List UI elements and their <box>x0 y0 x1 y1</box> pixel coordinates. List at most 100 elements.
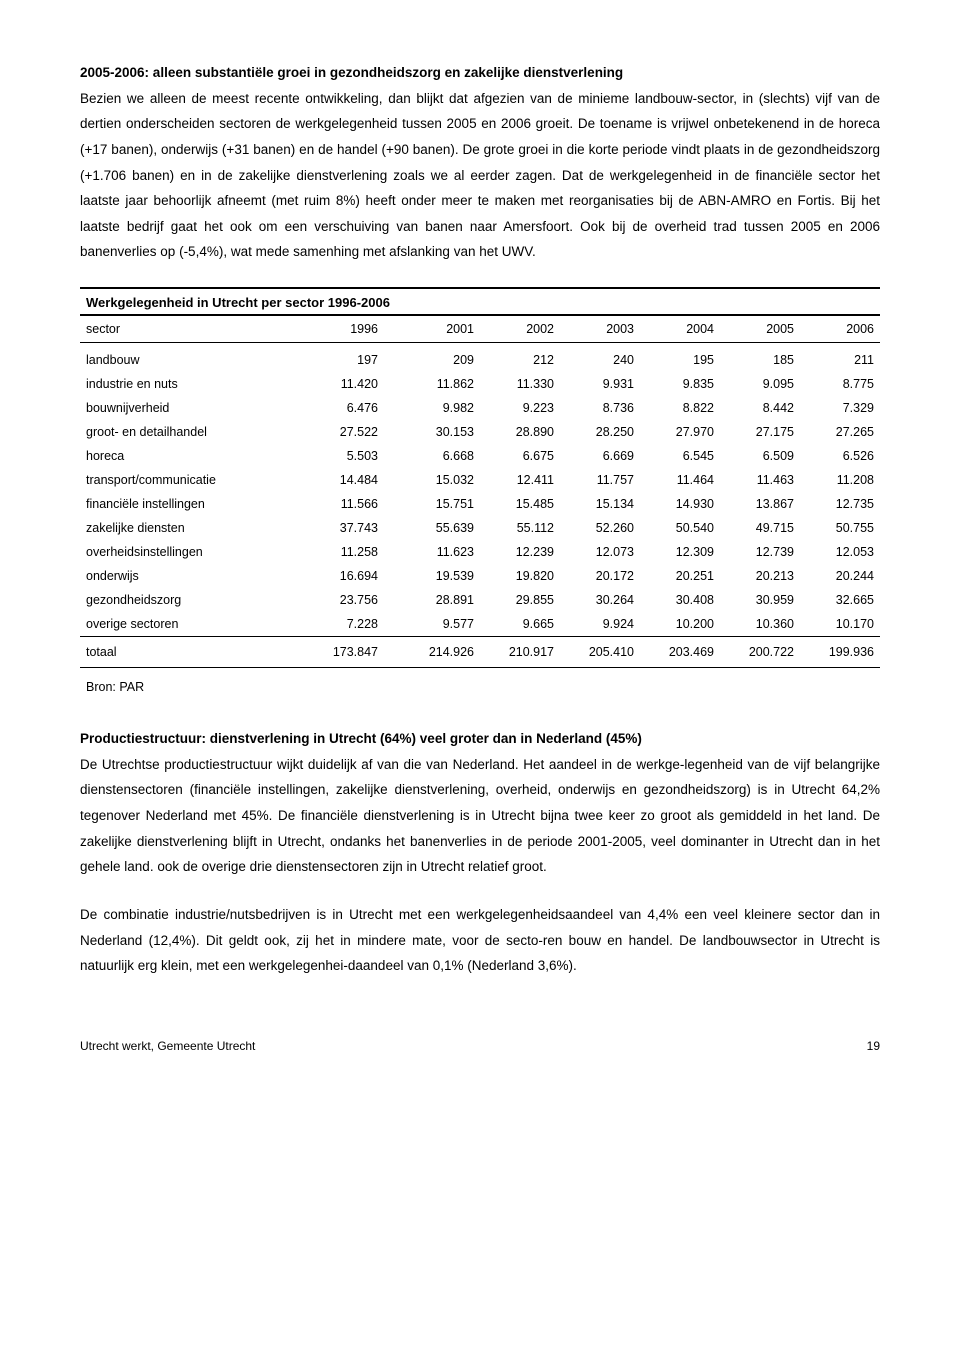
cell-value: 12.053 <box>800 540 880 564</box>
table-body: landbouw197209212240195185211industrie e… <box>80 343 880 668</box>
cell-value: 12.309 <box>640 540 720 564</box>
table-row: onderwijs16.69419.53919.82020.17220.2512… <box>80 564 880 588</box>
table-row: transport/communicatie14.48415.03212.411… <box>80 468 880 492</box>
cell-value: 212 <box>480 348 560 372</box>
table-row: bouwnijverheid6.4769.9829.2238.7368.8228… <box>80 396 880 420</box>
table-row: landbouw197209212240195185211 <box>80 348 880 372</box>
table-row: industrie en nuts11.42011.86211.3309.931… <box>80 372 880 396</box>
cell-value: 52.260 <box>560 516 640 540</box>
cell-value: 13.867 <box>720 492 800 516</box>
col-year: 2002 <box>480 315 560 343</box>
cell-sector: zakelijke diensten <box>80 516 288 540</box>
cell-sector: industrie en nuts <box>80 372 288 396</box>
cell-value: 9.665 <box>480 612 560 637</box>
table-head: sector1996200120022003200420052006 <box>80 315 880 343</box>
cell-value: 20.172 <box>560 564 640 588</box>
table-row: horeca5.5036.6686.6756.6696.5456.5096.52… <box>80 444 880 468</box>
cell-total-value: 210.917 <box>480 637 560 668</box>
cell-sector: horeca <box>80 444 288 468</box>
cell-value: 16.694 <box>288 564 384 588</box>
footer-left: Utrecht werkt, Gemeente Utrecht <box>80 1039 255 1053</box>
table-row: financiële instellingen11.56615.75115.48… <box>80 492 880 516</box>
cell-value: 55.639 <box>384 516 480 540</box>
cell-sector: financiële instellingen <box>80 492 288 516</box>
footer-page-number: 19 <box>867 1039 880 1053</box>
cell-value: 15.134 <box>560 492 640 516</box>
cell-value: 7.329 <box>800 396 880 420</box>
cell-sector: gezondheidszorg <box>80 588 288 612</box>
cell-total-value: 199.936 <box>800 637 880 668</box>
cell-sector: overige sectoren <box>80 612 288 637</box>
cell-value: 32.665 <box>800 588 880 612</box>
cell-value: 11.757 <box>560 468 640 492</box>
col-year: 2001 <box>384 315 480 343</box>
cell-value: 27.522 <box>288 420 384 444</box>
cell-sector: transport/communicatie <box>80 468 288 492</box>
cell-value: 7.228 <box>288 612 384 637</box>
table-source: Bron: PAR <box>80 676 880 694</box>
cell-value: 12.411 <box>480 468 560 492</box>
cell-value: 8.736 <box>560 396 640 420</box>
cell-value: 11.258 <box>288 540 384 564</box>
cell-total-value: 203.469 <box>640 637 720 668</box>
cell-value: 240 <box>560 348 640 372</box>
section3-body: De combinatie industrie/nutsbedrijven is… <box>80 902 880 979</box>
cell-value: 8.442 <box>720 396 800 420</box>
cell-value: 10.170 <box>800 612 880 637</box>
cell-value: 12.739 <box>720 540 800 564</box>
col-year: 2003 <box>560 315 640 343</box>
table-row: overheidsinstellingen11.25811.62312.2391… <box>80 540 880 564</box>
cell-value: 9.931 <box>560 372 640 396</box>
cell-value: 185 <box>720 348 800 372</box>
cell-value: 6.545 <box>640 444 720 468</box>
cell-value: 15.485 <box>480 492 560 516</box>
cell-value: 211 <box>800 348 880 372</box>
cell-value: 29.855 <box>480 588 560 612</box>
cell-value: 11.420 <box>288 372 384 396</box>
cell-value: 30.264 <box>560 588 640 612</box>
cell-value: 11.463 <box>720 468 800 492</box>
cell-total-value: 173.847 <box>288 637 384 668</box>
cell-value: 209 <box>384 348 480 372</box>
cell-sector: groot- en detailhandel <box>80 420 288 444</box>
table-title-wrap: Werkgelegenheid in Utrecht per sector 19… <box>80 287 880 314</box>
cell-value: 11.208 <box>800 468 880 492</box>
cell-value: 28.890 <box>480 420 560 444</box>
cell-value: 20.251 <box>640 564 720 588</box>
cell-value: 195 <box>640 348 720 372</box>
cell-value: 5.503 <box>288 444 384 468</box>
section2-body: De Utrechtse productiestructuur wijkt du… <box>80 752 880 880</box>
cell-value: 14.930 <box>640 492 720 516</box>
page-footer: Utrecht werkt, Gemeente Utrecht 19 <box>80 1039 880 1053</box>
table-row: gezondheidszorg23.75628.89129.85530.2643… <box>80 588 880 612</box>
cell-value: 27.970 <box>640 420 720 444</box>
cell-value: 6.668 <box>384 444 480 468</box>
cell-value: 27.175 <box>720 420 800 444</box>
cell-value: 11.566 <box>288 492 384 516</box>
cell-value: 27.265 <box>800 420 880 444</box>
cell-value: 19.539 <box>384 564 480 588</box>
cell-total-value: 214.926 <box>384 637 480 668</box>
cell-value: 28.891 <box>384 588 480 612</box>
section1-heading: 2005-2006: alleen substantiële groei in … <box>80 60 880 86</box>
cell-value: 8.775 <box>800 372 880 396</box>
cell-value: 49.715 <box>720 516 800 540</box>
table-row: groot- en detailhandel27.52230.15328.890… <box>80 420 880 444</box>
cell-value: 9.223 <box>480 396 560 420</box>
cell-sector: overheidsinstellingen <box>80 540 288 564</box>
cell-value: 37.743 <box>288 516 384 540</box>
cell-value: 11.330 <box>480 372 560 396</box>
cell-value: 197 <box>288 348 384 372</box>
cell-value: 19.820 <box>480 564 560 588</box>
cell-sector: onderwijs <box>80 564 288 588</box>
cell-value: 30.153 <box>384 420 480 444</box>
cell-total-label: totaal <box>80 637 288 668</box>
cell-value: 6.669 <box>560 444 640 468</box>
cell-value: 8.822 <box>640 396 720 420</box>
col-year: 2005 <box>720 315 800 343</box>
cell-value: 30.959 <box>720 588 800 612</box>
cell-value: 6.526 <box>800 444 880 468</box>
cell-value: 6.509 <box>720 444 800 468</box>
cell-value: 20.213 <box>720 564 800 588</box>
table-title: Werkgelegenheid in Utrecht per sector 19… <box>80 289 880 314</box>
